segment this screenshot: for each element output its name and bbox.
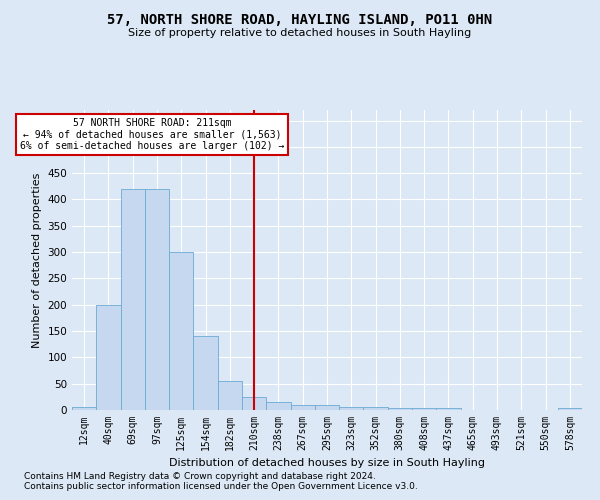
Bar: [290, 404, 315, 410]
Bar: [412, 408, 436, 410]
Bar: [315, 404, 339, 410]
Bar: [364, 408, 388, 410]
Text: Contains public sector information licensed under the Open Government Licence v3: Contains public sector information licen…: [24, 482, 418, 491]
Text: Contains HM Land Registry data © Crown copyright and database right 2024.: Contains HM Land Registry data © Crown c…: [24, 472, 376, 481]
Bar: [558, 408, 582, 410]
Text: 57 NORTH SHORE ROAD: 211sqm
← 94% of detached houses are smaller (1,563)
6% of s: 57 NORTH SHORE ROAD: 211sqm ← 94% of det…: [20, 118, 284, 151]
Bar: [339, 408, 364, 410]
Y-axis label: Number of detached properties: Number of detached properties: [32, 172, 42, 348]
X-axis label: Distribution of detached houses by size in South Hayling: Distribution of detached houses by size …: [169, 458, 485, 468]
Text: Size of property relative to detached houses in South Hayling: Size of property relative to detached ho…: [128, 28, 472, 38]
Bar: [218, 381, 242, 410]
Bar: [72, 408, 96, 410]
Bar: [242, 397, 266, 410]
Bar: [169, 252, 193, 410]
Bar: [388, 408, 412, 410]
Text: 57, NORTH SHORE ROAD, HAYLING ISLAND, PO11 0HN: 57, NORTH SHORE ROAD, HAYLING ISLAND, PO…: [107, 12, 493, 26]
Bar: [266, 402, 290, 410]
Bar: [121, 189, 145, 410]
Bar: [436, 408, 461, 410]
Bar: [145, 189, 169, 410]
Bar: [96, 304, 121, 410]
Bar: [193, 336, 218, 410]
